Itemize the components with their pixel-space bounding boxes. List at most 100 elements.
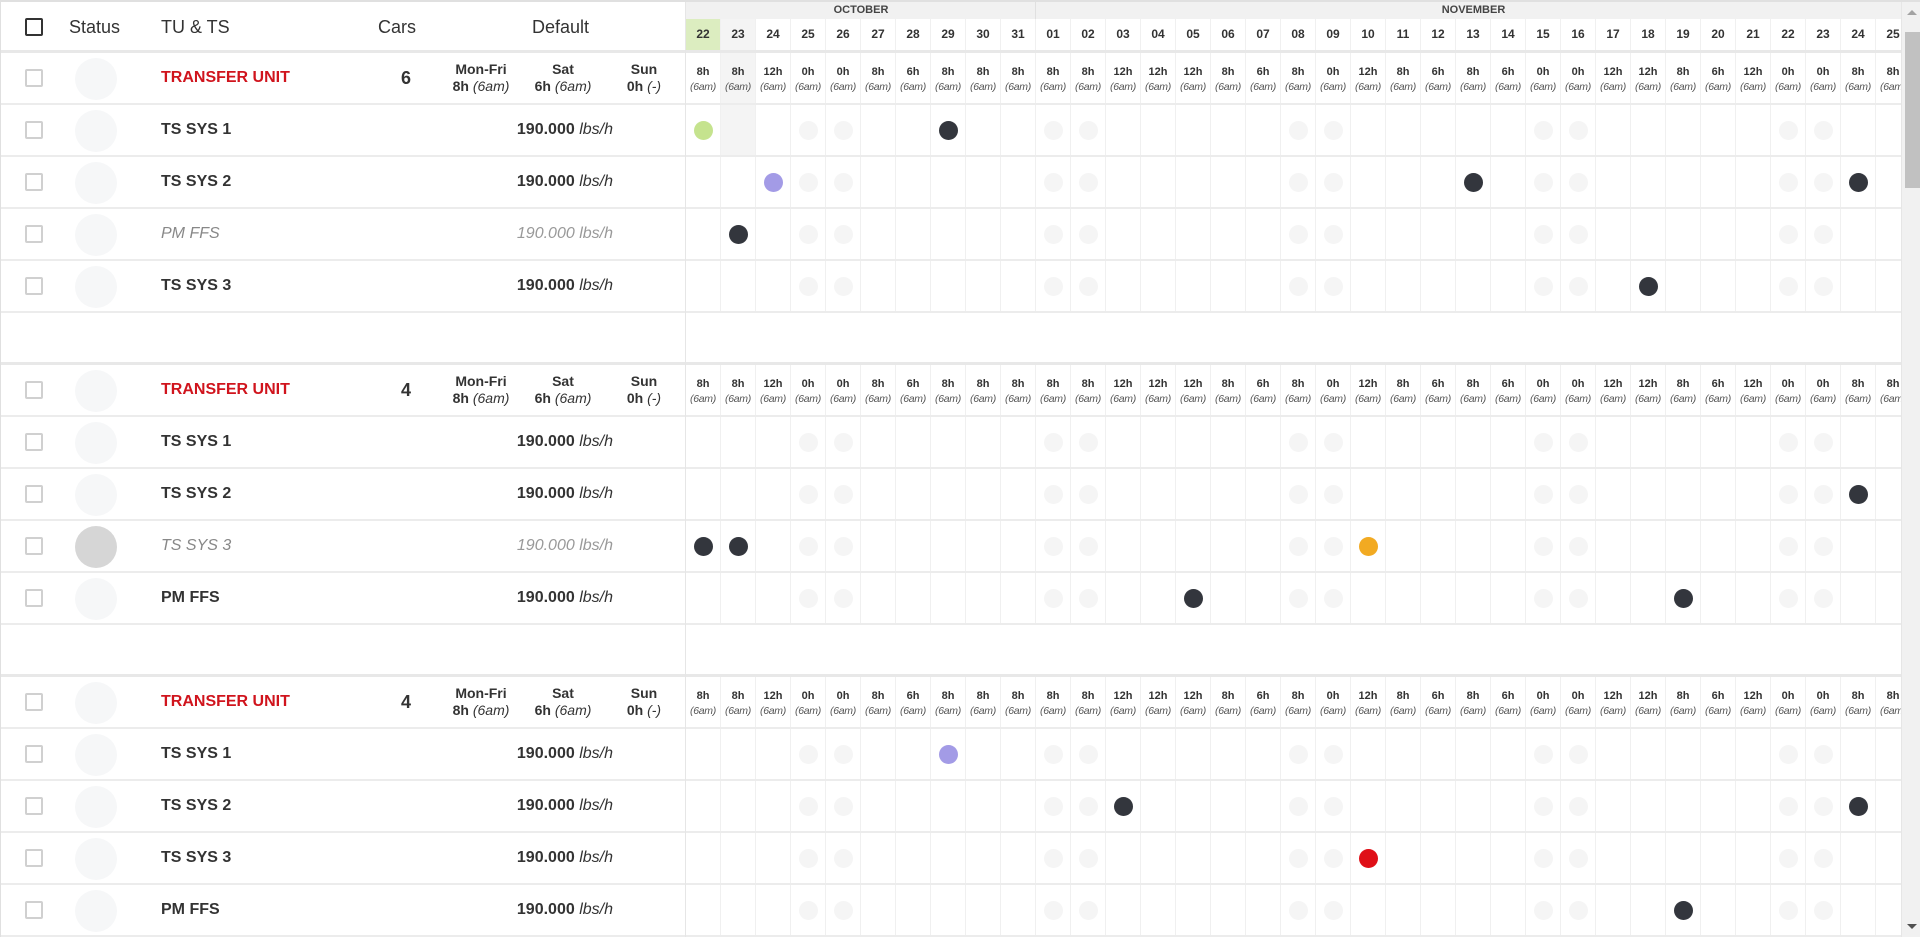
schedule-cell[interactable] [1526,157,1561,207]
schedule-cell[interactable] [721,729,756,779]
date-header-cell[interactable]: 05 [1176,19,1211,50]
daily-hours-cell[interactable]: 6h (6am) [1491,53,1526,103]
schedule-cell[interactable] [966,105,1001,155]
schedule-cell[interactable] [1491,469,1526,519]
schedule-cell[interactable] [1806,521,1841,571]
row-checkbox[interactable] [25,849,43,867]
schedule-cell[interactable] [966,573,1001,623]
schedule-cell[interactable] [1036,209,1071,259]
transfer-unit-name[interactable]: TRANSFER UNIT [161,381,290,398]
schedule-cell[interactable] [1736,209,1771,259]
daily-hours-cell[interactable]: 8h (6am) [686,365,721,415]
schedule-cell[interactable] [1841,417,1876,467]
row-checkbox[interactable] [25,797,43,815]
system-name[interactable]: PM FFS [161,901,220,918]
schedule-cell[interactable] [1386,573,1421,623]
schedule-cell[interactable] [826,729,861,779]
schedule-cell[interactable] [1631,729,1666,779]
schedule-cell[interactable] [1036,417,1071,467]
schedule-cell[interactable] [896,729,931,779]
schedule-cell[interactable] [1631,521,1666,571]
schedule-cell[interactable] [1841,781,1876,831]
daily-hours-cell[interactable]: 12h (6am) [1141,365,1176,415]
daily-hours-cell[interactable]: 8h (6am) [1456,53,1491,103]
schedule-cell[interactable] [1316,469,1351,519]
daily-hours-cell[interactable]: 12h (6am) [756,53,791,103]
schedule-cell[interactable] [1351,469,1386,519]
schedule-cell[interactable] [1736,833,1771,883]
schedule-cell[interactable] [1701,417,1736,467]
schedule-cell[interactable] [931,105,966,155]
system-name[interactable]: PM FFS [161,589,220,606]
schedule-cell[interactable] [1771,105,1806,155]
schedule-cell[interactable] [1666,261,1701,311]
daily-hours-cell[interactable]: 8h (6am) [1001,53,1036,103]
schedule-cell[interactable] [1876,885,1901,935]
schedule-cell[interactable] [1421,469,1456,519]
schedule-cell[interactable] [1596,521,1631,571]
schedule-cell[interactable] [861,781,896,831]
schedule-cell[interactable] [1001,885,1036,935]
schedule-cell[interactable] [1561,417,1596,467]
schedule-cell[interactable] [1771,209,1806,259]
daily-hours-cell[interactable]: 0h (6am) [1771,677,1806,727]
schedule-cell[interactable] [1701,521,1736,571]
schedule-cell[interactable] [1246,261,1281,311]
schedule-cell[interactable] [966,833,1001,883]
schedule-cell[interactable] [1281,521,1316,571]
schedule-cell[interactable] [1876,521,1901,571]
schedule-cell[interactable] [686,157,721,207]
system-row[interactable]: PM FFS 190.000 lbs/h [1,209,685,261]
schedule-cell[interactable] [1806,885,1841,935]
schedule-cell[interactable] [1631,105,1666,155]
daily-hours-cell[interactable]: 0h (6am) [1806,53,1841,103]
schedule-cell[interactable] [1316,157,1351,207]
schedule-cell[interactable] [1526,521,1561,571]
daily-hours-cell[interactable]: 8h (6am) [721,53,756,103]
date-header-cell[interactable]: 24 [1841,19,1876,50]
schedule-cell[interactable] [1806,729,1841,779]
schedule-cell[interactable] [861,521,896,571]
schedule-cell[interactable] [1001,105,1036,155]
schedule-cell[interactable] [1316,833,1351,883]
header-cars[interactable]: Cars [378,17,417,37]
schedule-cell[interactable] [1456,885,1491,935]
schedule-cell[interactable] [1106,469,1141,519]
daily-hours-cell[interactable]: 6h (6am) [1491,677,1526,727]
system-row[interactable]: TS SYS 2 190.000 lbs/h [1,781,685,833]
daily-hours-cell[interactable]: 8h (6am) [1071,53,1106,103]
date-header-cell[interactable]: 03 [1106,19,1141,50]
date-header-cell[interactable]: 29 [931,19,966,50]
event-dot-red[interactable] [1359,849,1378,868]
system-row[interactable]: TS SYS 1 190.000 lbs/h [1,729,685,781]
schedule-cell[interactable] [1876,105,1901,155]
schedule-cell[interactable] [861,105,896,155]
event-dot-purple[interactable] [764,173,783,192]
schedule-cell[interactable] [1106,573,1141,623]
daily-hours-cell[interactable]: 6h (6am) [1701,365,1736,415]
row-checkbox[interactable] [25,433,43,451]
system-name[interactable]: TS SYS 2 [161,797,232,814]
schedule-cell[interactable] [1421,417,1456,467]
schedule-cell[interactable] [1386,885,1421,935]
schedule-cell[interactable] [1316,261,1351,311]
schedule-cell[interactable] [1281,469,1316,519]
schedule-cell[interactable] [1211,417,1246,467]
schedule-cell[interactable] [1736,417,1771,467]
schedule-cell[interactable] [1281,833,1316,883]
schedule-cell[interactable] [1771,521,1806,571]
schedule-cell[interactable] [1316,885,1351,935]
schedule-cell[interactable] [1246,209,1281,259]
daily-hours-cell[interactable]: 12h (6am) [1596,365,1631,415]
schedule-cell[interactable] [1351,573,1386,623]
schedule-cell[interactable] [966,469,1001,519]
schedule-cell[interactable] [791,469,826,519]
date-header-cell[interactable]: 28 [896,19,931,50]
schedule-cell[interactable] [966,261,1001,311]
schedule-cell[interactable] [1176,209,1211,259]
schedule-cell[interactable] [1876,781,1901,831]
schedule-cell[interactable] [1491,105,1526,155]
schedule-cell[interactable] [826,417,861,467]
system-row[interactable]: PM FFS 190.000 lbs/h [1,573,685,625]
system-name[interactable]: TS SYS 3 [161,537,232,554]
